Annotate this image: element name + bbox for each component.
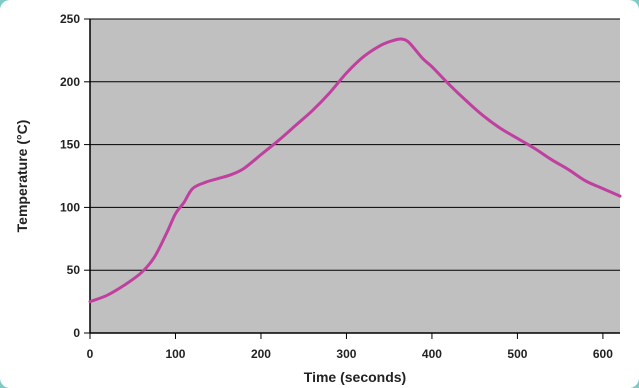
y-tick-label: 50 <box>67 263 81 277</box>
x-tick-label: 0 <box>87 347 94 361</box>
tick-labels: 0 50 100 150 200 250 0 100 200 300 400 500 600 <box>60 12 613 361</box>
x-tick-label: 200 <box>251 347 271 361</box>
x-tick-label: 600 <box>593 347 613 361</box>
x-tick-label: 400 <box>422 347 442 361</box>
y-tick-label: 150 <box>60 138 80 152</box>
x-tick-label: 100 <box>165 347 185 361</box>
series-line <box>88 37 622 304</box>
y-tick-label: 0 <box>73 326 80 340</box>
y-tick-label: 200 <box>60 75 80 89</box>
x-tick-label: 500 <box>507 347 527 361</box>
x-axis-label: Time (seconds) <box>304 369 406 385</box>
x-tick-label: 300 <box>336 347 356 361</box>
plot-area <box>90 19 620 333</box>
axes <box>84 18 620 339</box>
y-tick-label: 250 <box>60 12 80 26</box>
y-axis-label: Temperature (°C) <box>14 120 30 233</box>
y-tick-label: 100 <box>60 200 80 214</box>
